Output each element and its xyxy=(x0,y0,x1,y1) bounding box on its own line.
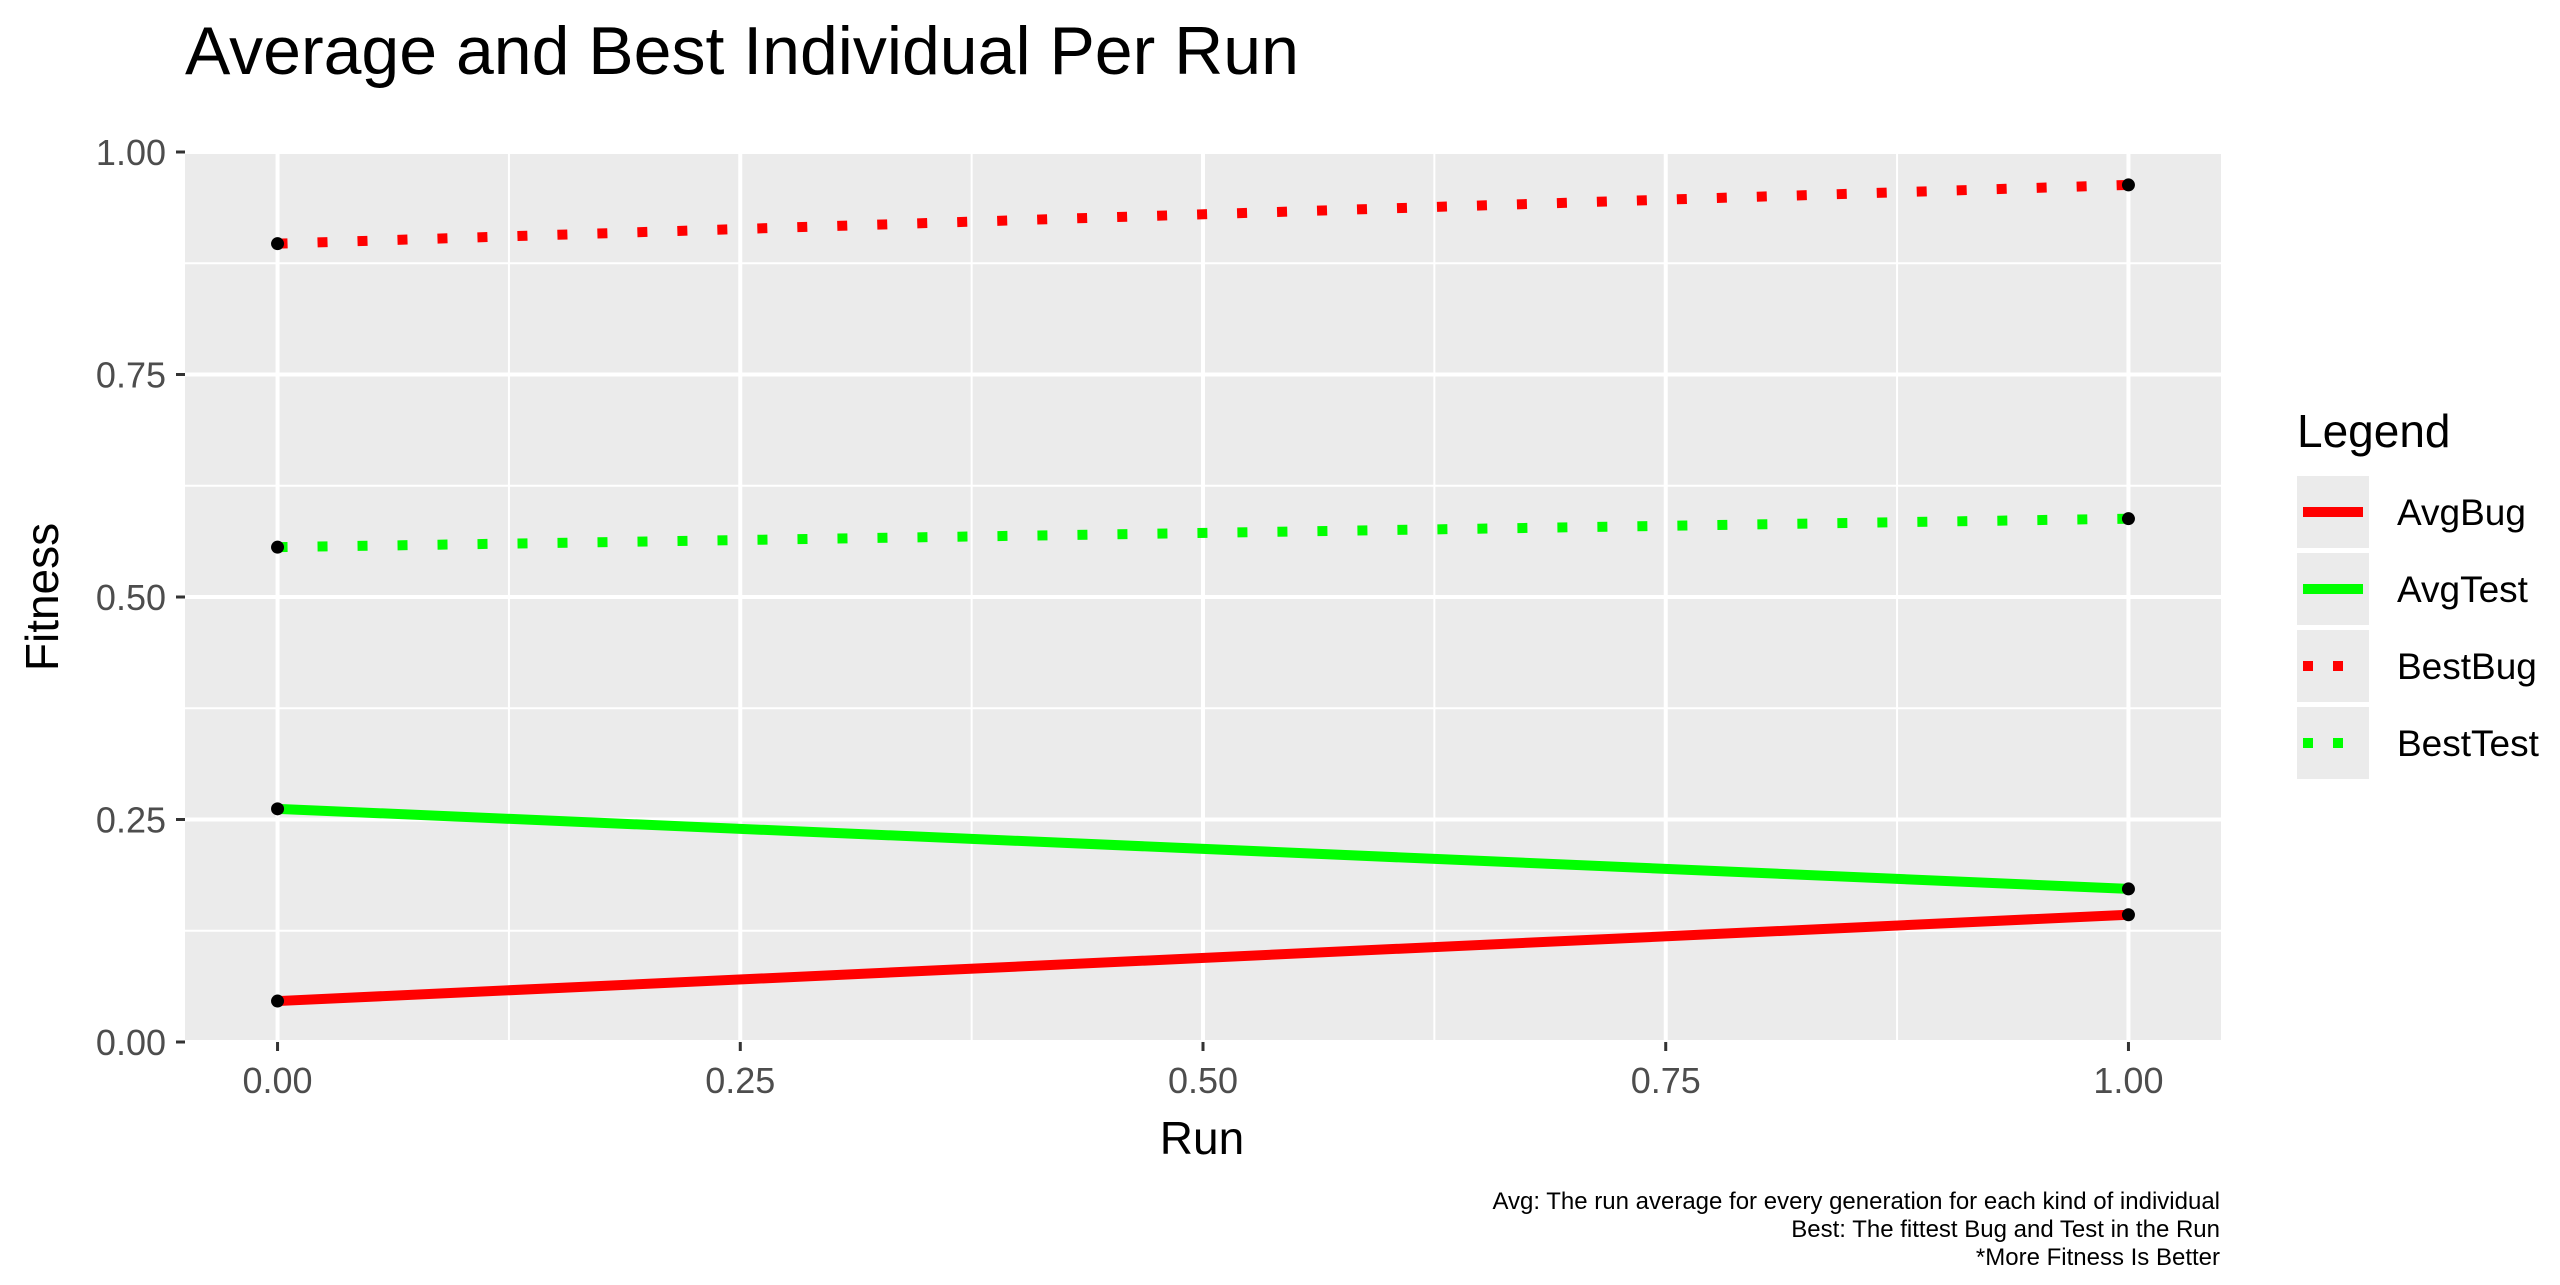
caption-line-1: Avg: The run average for every generatio… xyxy=(1492,1188,2220,1215)
data-point-avgtest xyxy=(271,802,285,816)
caption-line-3: *More Fitness Is Better xyxy=(1976,1244,2220,1271)
x-tick-label: 0.25 xyxy=(705,1060,775,1101)
legend-label-besttest: BestTest xyxy=(2397,723,2540,764)
y-tick-label: 0.50 xyxy=(96,577,166,618)
y-axis-title: Fitness xyxy=(16,523,68,671)
legend-label-bestbug: BestBug xyxy=(2397,646,2537,687)
series-lines xyxy=(277,179,2129,1007)
legend-label-avgbug: AvgBug xyxy=(2397,492,2526,533)
y-tick-label: 0.75 xyxy=(96,355,166,396)
data-point-avgbug xyxy=(271,994,285,1008)
series-line-avgtest xyxy=(277,803,2129,894)
x-tick-label: 0.50 xyxy=(1168,1060,1238,1101)
legend-label-avgtest: AvgTest xyxy=(2397,569,2529,610)
data-point-besttest xyxy=(271,540,285,554)
chart-title: Average and Best Individual Per Run xyxy=(185,13,1299,89)
data-point-bestbug xyxy=(271,237,285,251)
series-line-avgbug xyxy=(277,909,2129,1007)
series-line-besttest xyxy=(277,513,2129,553)
x-tick-label: 0.00 xyxy=(243,1060,313,1101)
x-tick-label: 0.75 xyxy=(1631,1060,1701,1101)
data-point-avgtest xyxy=(2121,882,2135,896)
legend: AvgBug AvgTest BestBug BestTest xyxy=(2297,476,2540,779)
caption-line-2: Best: The fittest Bug and Test in the Ru… xyxy=(1791,1216,2220,1243)
data-point-bestbug xyxy=(2121,178,2135,192)
x-tick-label: 1.00 xyxy=(2093,1060,2163,1101)
y-tick-label: 0.25 xyxy=(96,800,166,841)
caption: Avg: The run average for every generatio… xyxy=(1492,1188,2220,1271)
y-axis: 0.00 0.25 0.50 0.75 1.00 xyxy=(96,132,185,1063)
x-axis-title: Run xyxy=(1160,1112,1244,1164)
data-points xyxy=(271,178,2135,1008)
y-tick-label: 1.00 xyxy=(96,132,166,173)
data-point-besttest xyxy=(2121,512,2135,526)
y-tick-label: 0.00 xyxy=(96,1022,166,1063)
x-axis: 0.00 0.25 0.50 0.75 1.00 xyxy=(243,1042,2163,1101)
series-line-bestbug xyxy=(277,179,2129,249)
data-point-avgbug xyxy=(2121,908,2135,922)
legend-title: Legend xyxy=(2297,405,2451,457)
